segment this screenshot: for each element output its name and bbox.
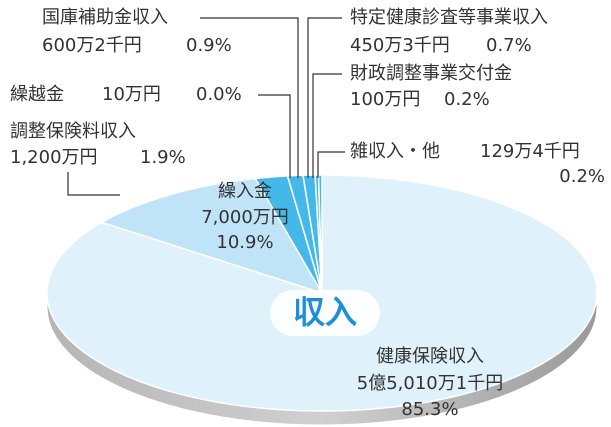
leader-line (200, 17, 299, 178)
leader-line (67, 172, 120, 196)
category-label: 雑収入・他 (350, 141, 440, 162)
amount-label: 600万2千円 (42, 35, 142, 56)
value-label: 0.2% (559, 166, 605, 187)
category-label: 繰越金 (10, 84, 64, 105)
amount-label: 5億5,010万1千円 (357, 373, 503, 394)
category-label: 国庫補助金収入 (42, 7, 168, 28)
value-label: 0.7% (486, 35, 532, 56)
category-label: 健康保険収入 (376, 346, 484, 367)
leader-line (258, 94, 291, 178)
value-label: 10.9% (216, 232, 273, 253)
pie-slice (99, 177, 324, 295)
category-label: 繰入金 (218, 181, 272, 202)
category-label: 調整保険料収入 (10, 121, 136, 142)
value-label: 1.9% (140, 147, 186, 168)
center-label: 収入 (293, 293, 357, 331)
amount-label: 7,000万円 (201, 207, 289, 228)
amount-label: 129万4千円 (480, 141, 580, 162)
value-label: 85.3% (401, 399, 458, 420)
amount-label: 450万3千円 (350, 35, 450, 56)
amount-label: 10万円 (102, 84, 161, 105)
value-label: 0.2% (444, 89, 490, 110)
leader-line (312, 73, 342, 178)
amount-label: 1,200万円 (10, 147, 98, 168)
amount-label: 100万円 (350, 89, 420, 110)
value-label: 0.9% (186, 35, 232, 56)
leader-line (317, 151, 345, 178)
leader-line (307, 17, 342, 178)
center-badge (270, 290, 380, 336)
category-label: 財政調整事業交付金 (350, 63, 512, 84)
category-label: 特定健康診査等事業収入 (350, 7, 548, 28)
value-label: 0.0% (196, 84, 242, 105)
